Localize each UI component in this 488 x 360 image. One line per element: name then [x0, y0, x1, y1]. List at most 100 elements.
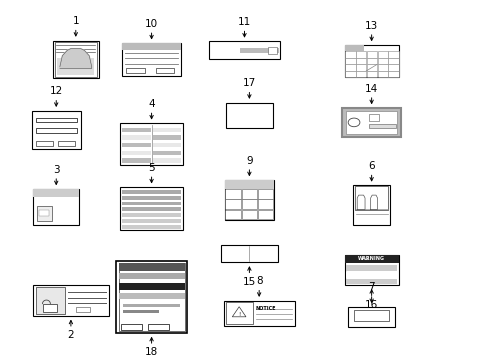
Bar	[366, 64, 376, 71]
Bar	[33, 189, 80, 225]
Bar	[37, 206, 52, 221]
Bar	[122, 151, 150, 155]
Text: 4: 4	[148, 99, 155, 109]
Text: !: !	[238, 312, 240, 317]
Bar	[33, 285, 108, 316]
Bar	[58, 58, 94, 75]
Bar	[32, 111, 81, 148]
Bar	[221, 245, 277, 262]
Text: 6: 6	[367, 161, 374, 171]
Bar	[58, 141, 75, 145]
Bar	[346, 272, 396, 278]
Bar	[355, 51, 366, 58]
Bar	[209, 41, 279, 59]
Bar	[122, 135, 150, 140]
Text: 16: 16	[364, 300, 378, 310]
Bar	[387, 71, 398, 77]
Bar	[258, 210, 273, 219]
Bar	[224, 180, 273, 220]
Circle shape	[347, 118, 359, 127]
Bar	[122, 190, 181, 194]
Bar	[224, 180, 273, 189]
Bar	[152, 158, 181, 163]
Bar	[122, 43, 181, 76]
Text: 10: 10	[145, 19, 158, 29]
Bar	[33, 189, 80, 197]
Text: 2: 2	[67, 330, 74, 340]
Bar	[120, 187, 183, 230]
Bar	[55, 42, 96, 77]
Bar	[258, 189, 273, 199]
Bar	[345, 111, 397, 134]
Text: NOTICE: NOTICE	[255, 306, 276, 311]
Bar	[152, 128, 181, 132]
Bar	[123, 310, 159, 313]
Bar	[148, 324, 169, 330]
Bar	[122, 196, 181, 200]
Bar	[36, 141, 53, 145]
Bar	[122, 207, 181, 211]
Bar	[366, 71, 376, 77]
Text: 15: 15	[242, 277, 256, 287]
Bar	[366, 51, 376, 58]
Text: 9: 9	[245, 156, 252, 166]
Bar	[36, 287, 64, 314]
Text: 14: 14	[364, 84, 378, 94]
Text: 8: 8	[255, 276, 262, 286]
Bar	[368, 114, 378, 121]
Text: ⚠: ⚠	[364, 256, 368, 261]
Text: 12: 12	[49, 86, 63, 96]
Bar	[347, 307, 394, 327]
Bar	[121, 324, 142, 330]
Bar	[345, 58, 355, 64]
Bar	[345, 71, 355, 77]
Bar	[36, 129, 77, 133]
Bar	[123, 304, 180, 307]
Bar	[225, 210, 240, 219]
Bar	[346, 265, 396, 271]
Bar	[355, 71, 366, 77]
Bar	[225, 189, 240, 199]
Bar	[355, 58, 366, 64]
Bar	[122, 143, 150, 147]
Bar	[241, 199, 257, 209]
Bar	[344, 255, 398, 285]
Bar	[118, 293, 184, 299]
Bar	[126, 68, 144, 73]
Bar	[225, 302, 252, 324]
Bar	[387, 58, 398, 64]
Bar	[241, 210, 257, 219]
Text: 5: 5	[148, 163, 155, 173]
Bar	[76, 306, 90, 311]
Bar	[387, 51, 398, 58]
Bar	[346, 279, 396, 284]
Bar	[122, 43, 181, 50]
Bar	[241, 189, 257, 199]
Bar	[122, 128, 150, 132]
Bar	[377, 64, 387, 71]
Text: 18: 18	[144, 347, 158, 357]
Bar	[122, 202, 181, 206]
Bar	[39, 210, 49, 216]
Bar	[116, 261, 186, 333]
Bar	[345, 64, 355, 71]
Bar	[122, 213, 181, 217]
Bar	[354, 186, 387, 210]
Bar	[377, 71, 387, 77]
Text: 17: 17	[242, 78, 256, 88]
Bar	[377, 51, 387, 58]
Bar	[355, 64, 366, 71]
Bar	[118, 283, 184, 290]
Polygon shape	[232, 307, 245, 317]
Bar	[387, 64, 398, 71]
Bar	[353, 310, 388, 321]
Bar	[152, 143, 181, 147]
Bar	[118, 273, 184, 279]
Bar	[368, 124, 395, 128]
Bar	[352, 185, 389, 225]
Bar	[366, 58, 376, 64]
Bar	[258, 199, 273, 209]
Bar	[344, 45, 363, 51]
Bar	[267, 47, 276, 54]
Bar	[43, 304, 57, 311]
